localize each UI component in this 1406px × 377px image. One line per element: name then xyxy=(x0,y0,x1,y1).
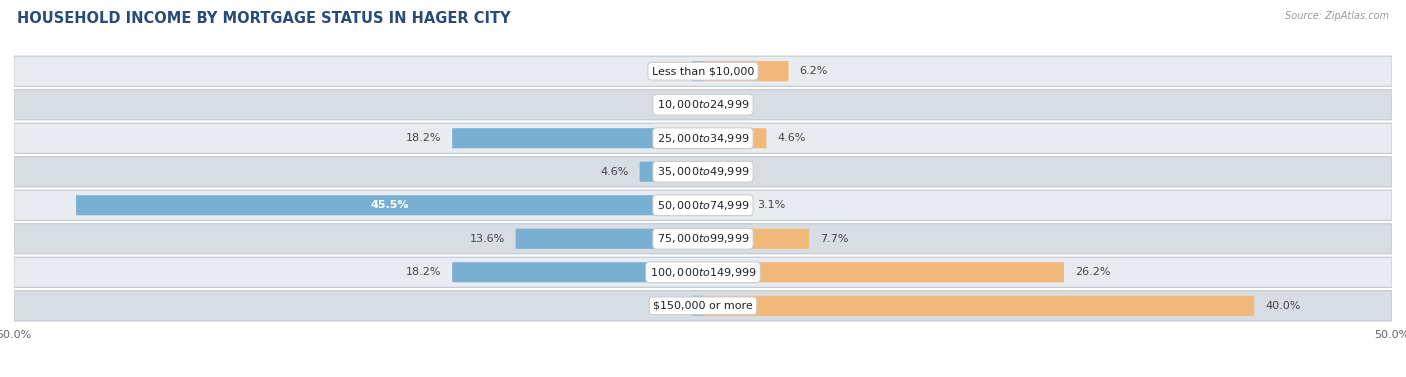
Text: 0.0%: 0.0% xyxy=(652,66,681,76)
Text: $50,000 to $74,999: $50,000 to $74,999 xyxy=(657,199,749,212)
Text: HOUSEHOLD INCOME BY MORTGAGE STATUS IN HAGER CITY: HOUSEHOLD INCOME BY MORTGAGE STATUS IN H… xyxy=(17,11,510,26)
Text: 45.5%: 45.5% xyxy=(370,200,409,210)
FancyBboxPatch shape xyxy=(516,229,703,249)
Text: 0.0%: 0.0% xyxy=(652,301,681,311)
Text: 3.1%: 3.1% xyxy=(756,200,785,210)
FancyBboxPatch shape xyxy=(692,61,703,81)
FancyBboxPatch shape xyxy=(14,56,1392,86)
FancyBboxPatch shape xyxy=(640,162,703,182)
FancyBboxPatch shape xyxy=(14,90,1392,120)
Text: $10,000 to $24,999: $10,000 to $24,999 xyxy=(657,98,749,111)
FancyBboxPatch shape xyxy=(703,195,745,215)
FancyBboxPatch shape xyxy=(703,296,1254,316)
FancyBboxPatch shape xyxy=(703,128,766,148)
Text: 40.0%: 40.0% xyxy=(1265,301,1301,311)
FancyBboxPatch shape xyxy=(453,128,703,148)
Text: 18.2%: 18.2% xyxy=(406,267,441,277)
Text: $75,000 to $99,999: $75,000 to $99,999 xyxy=(657,232,749,245)
FancyBboxPatch shape xyxy=(453,262,703,282)
Text: $150,000 or more: $150,000 or more xyxy=(654,301,752,311)
Text: 0.0%: 0.0% xyxy=(725,100,754,110)
FancyBboxPatch shape xyxy=(703,262,1064,282)
Text: 13.6%: 13.6% xyxy=(470,234,505,244)
FancyBboxPatch shape xyxy=(14,224,1392,254)
Text: 26.2%: 26.2% xyxy=(1076,267,1111,277)
Text: $25,000 to $34,999: $25,000 to $34,999 xyxy=(657,132,749,145)
Text: Source: ZipAtlas.com: Source: ZipAtlas.com xyxy=(1285,11,1389,21)
Text: 4.6%: 4.6% xyxy=(600,167,628,177)
Text: 6.2%: 6.2% xyxy=(800,66,828,76)
FancyBboxPatch shape xyxy=(692,296,703,316)
FancyBboxPatch shape xyxy=(692,95,703,115)
FancyBboxPatch shape xyxy=(14,190,1392,220)
Text: Less than $10,000: Less than $10,000 xyxy=(652,66,754,76)
FancyBboxPatch shape xyxy=(14,257,1392,287)
FancyBboxPatch shape xyxy=(703,95,714,115)
Text: 0.0%: 0.0% xyxy=(725,167,754,177)
Text: 0.0%: 0.0% xyxy=(652,100,681,110)
Text: $100,000 to $149,999: $100,000 to $149,999 xyxy=(650,266,756,279)
Text: 4.6%: 4.6% xyxy=(778,133,806,143)
FancyBboxPatch shape xyxy=(14,123,1392,153)
Text: $35,000 to $49,999: $35,000 to $49,999 xyxy=(657,165,749,178)
Text: 18.2%: 18.2% xyxy=(406,133,441,143)
Legend: Without Mortgage, With Mortgage: Without Mortgage, With Mortgage xyxy=(579,375,827,377)
FancyBboxPatch shape xyxy=(76,195,703,215)
FancyBboxPatch shape xyxy=(703,229,808,249)
FancyBboxPatch shape xyxy=(703,61,789,81)
FancyBboxPatch shape xyxy=(14,157,1392,187)
Text: 7.7%: 7.7% xyxy=(820,234,849,244)
FancyBboxPatch shape xyxy=(703,162,714,182)
FancyBboxPatch shape xyxy=(14,291,1392,321)
